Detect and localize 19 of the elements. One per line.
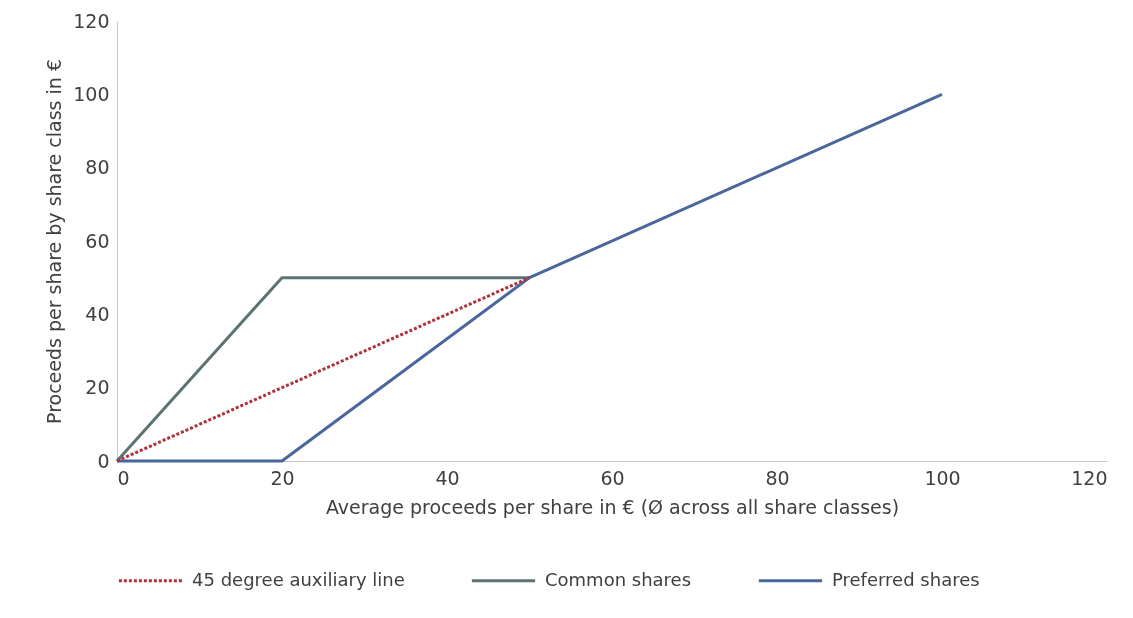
legend-label: Preferred shares	[832, 568, 980, 590]
x-tick-label: 120	[1071, 466, 1108, 489]
x-tick-label: 0	[117, 466, 130, 489]
y-tick-label: 0	[97, 449, 110, 472]
y-tick-label: 80	[85, 156, 110, 179]
y-tick-label: 120	[73, 9, 110, 32]
legend-label: 45 degree auxiliary line	[192, 568, 405, 590]
y-tick-label: 40	[85, 302, 110, 325]
x-tick-label: 80	[765, 466, 790, 489]
y-tick-label: 100	[73, 82, 110, 105]
y-axis-title: Proceeds per share by share class in €	[43, 59, 66, 424]
x-axis-title: Average proceeds per share in € (Ø across all share classes)	[325, 495, 900, 518]
y-tick-label: 20	[85, 376, 110, 399]
x-tick-label: 20	[270, 466, 295, 489]
x-tick-label: 100	[924, 466, 961, 489]
y-tick-label: 60	[85, 229, 110, 252]
x-tick-label: 40	[435, 466, 460, 489]
legend-label: Common shares	[545, 568, 692, 590]
x-tick-label: 60	[600, 466, 625, 489]
